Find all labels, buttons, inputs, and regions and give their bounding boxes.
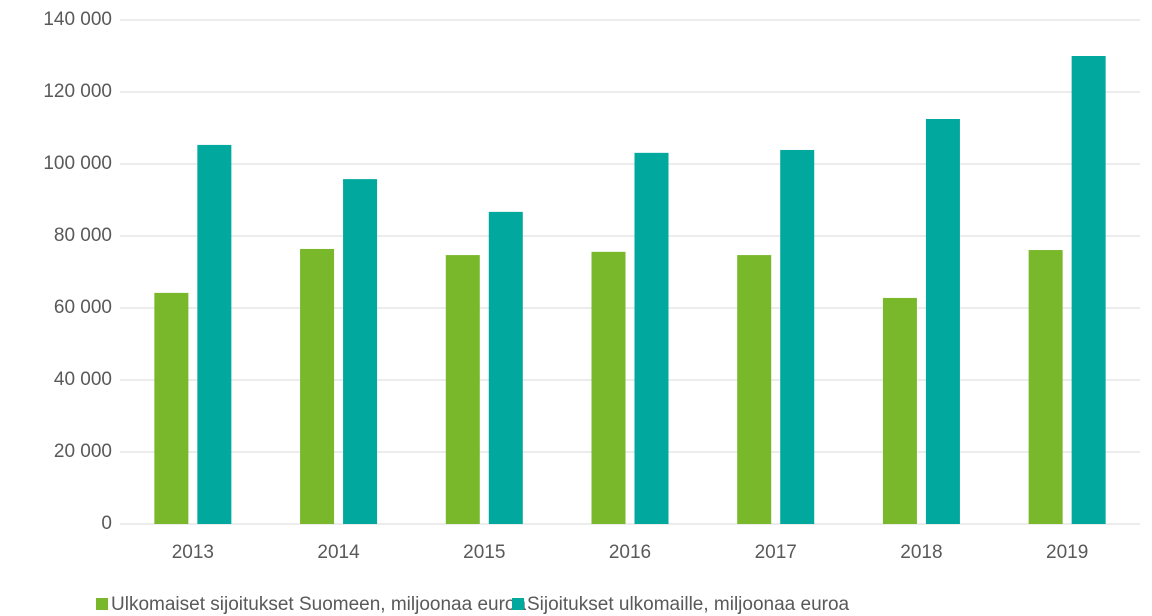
y-tick-label: 120 000 bbox=[43, 81, 112, 102]
bar bbox=[300, 248, 335, 524]
bar bbox=[780, 149, 815, 524]
legend-swatch bbox=[512, 598, 524, 610]
bar bbox=[634, 152, 669, 524]
bar bbox=[154, 292, 189, 524]
x-tick-label: 2014 bbox=[317, 542, 360, 563]
x-tick-label: 2015 bbox=[463, 542, 505, 563]
bar bbox=[197, 144, 232, 525]
y-tick-label: 0 bbox=[101, 513, 112, 534]
y-tick-label: 40 000 bbox=[54, 369, 112, 390]
bar bbox=[925, 119, 960, 524]
legend-swatch bbox=[96, 598, 108, 610]
bar bbox=[882, 297, 917, 524]
bar bbox=[343, 179, 378, 524]
bar bbox=[737, 255, 772, 524]
legend-label: Ulkomaiset sijoitukset Suomeen, miljoona… bbox=[111, 594, 526, 615]
legend-label: Sijoitukset ulkomaille, miljoonaa euroa bbox=[527, 594, 850, 615]
x-tick-label: 2016 bbox=[609, 542, 651, 563]
bar bbox=[488, 211, 523, 524]
x-tick-label: 2019 bbox=[1046, 542, 1088, 563]
x-tick-label: 2018 bbox=[900, 542, 942, 563]
y-tick-label: 140 000 bbox=[43, 9, 112, 30]
bar bbox=[591, 251, 626, 524]
bar bbox=[445, 255, 480, 524]
x-tick-label: 2013 bbox=[172, 542, 214, 563]
y-tick-label: 100 000 bbox=[43, 153, 112, 174]
y-tick-label: 60 000 bbox=[54, 297, 112, 318]
y-tick-label: 20 000 bbox=[54, 441, 112, 462]
y-tick-label: 80 000 bbox=[54, 225, 112, 246]
x-tick-label: 2017 bbox=[755, 542, 797, 563]
bar bbox=[1071, 56, 1106, 524]
bar bbox=[1028, 250, 1063, 525]
